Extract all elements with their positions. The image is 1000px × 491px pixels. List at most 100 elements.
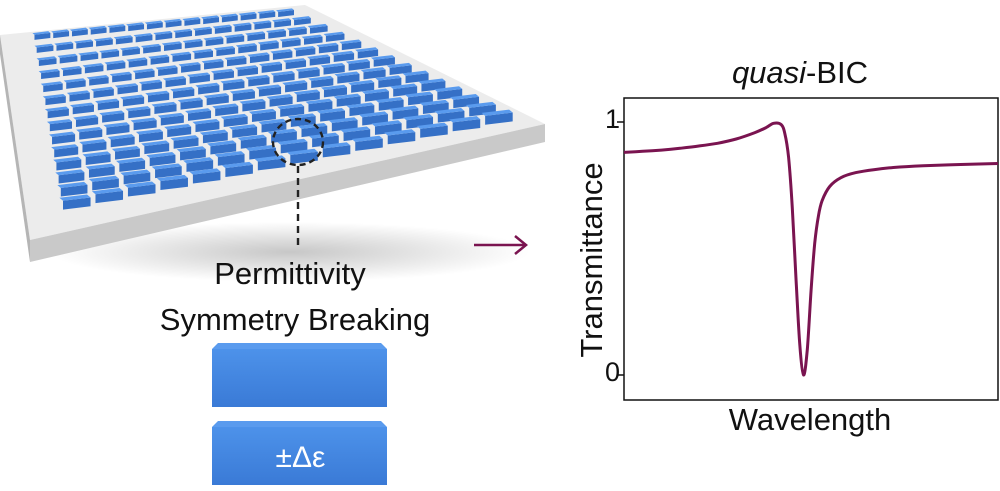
resonator-block (135, 129, 163, 143)
resonator-block (277, 103, 305, 117)
resonator-block (282, 80, 308, 93)
resonator-block (481, 109, 513, 125)
resonator-block (57, 53, 78, 64)
resonator-block (270, 70, 295, 83)
resonator-block (40, 81, 63, 93)
resonator-block (66, 90, 90, 102)
resonator-block (316, 107, 346, 122)
resonator-block (307, 54, 331, 66)
plot-frame (623, 97, 999, 401)
resonator-block (348, 80, 375, 93)
resonator-block (146, 151, 176, 167)
resonator-block (307, 23, 328, 34)
resonator-block (88, 175, 119, 191)
resonator-block (229, 88, 255, 101)
resonator-block (130, 117, 157, 131)
resonator-block (245, 144, 276, 160)
resonator-block (416, 122, 448, 138)
resonator-block (156, 174, 188, 191)
resonator-block (140, 43, 161, 54)
substrate-left-edge (0, 35, 30, 262)
resonator-block (320, 84, 347, 98)
resonator-block (138, 79, 162, 91)
resonator-block (107, 134, 135, 148)
plot-title-italic: quasi (731, 55, 807, 90)
y-tick-label-0: 0 (604, 357, 620, 387)
resonator-block (177, 97, 203, 110)
resonator-block (252, 20, 272, 30)
resonator-block (173, 28, 193, 39)
resonator-block (185, 108, 212, 121)
resonator-block (103, 122, 130, 135)
resonator-block (176, 146, 206, 161)
resonator-block (55, 169, 85, 184)
resonator-block (51, 29, 70, 39)
unit-cell-top-bar (212, 343, 387, 407)
resonator-block (238, 11, 257, 21)
transmittance-curve (623, 121, 999, 377)
resonator-block (319, 142, 351, 158)
resonator-block (257, 40, 279, 51)
resonator-block (386, 62, 412, 76)
resonator-block (32, 31, 51, 40)
resonator-block (91, 187, 124, 204)
resonator-block (235, 65, 258, 77)
resonator-block (125, 106, 151, 119)
resonator-block (256, 84, 282, 97)
resonator-block (345, 59, 370, 71)
resonator-block (201, 15, 220, 25)
resonator-block (360, 67, 386, 80)
resonator-block (164, 124, 192, 138)
resonator-block (212, 103, 239, 117)
resonator-block (82, 151, 111, 166)
resonator-block (182, 17, 201, 26)
resonator-block (192, 26, 212, 36)
resonator-block (85, 163, 115, 178)
resonator-block (291, 16, 311, 26)
resonator-block (151, 101, 177, 114)
resonator-block (99, 48, 120, 59)
x-axis-label: Wavelength (728, 402, 892, 437)
resonator-block (178, 62, 201, 73)
resonator-block (57, 181, 88, 197)
resonator-block (361, 88, 389, 102)
resonator-block (79, 139, 107, 153)
resonator-block (163, 18, 182, 28)
resonator-block (375, 75, 402, 89)
resonator-block (355, 47, 379, 59)
resonator-block (235, 43, 257, 54)
resonator-block (99, 110, 125, 123)
resonator-block (93, 37, 113, 47)
resonator-block (120, 46, 140, 57)
resonator-block (308, 75, 334, 89)
resonator-block (229, 124, 258, 138)
unit-cell-perturbed-bar (212, 421, 387, 485)
resonator-block (203, 36, 224, 47)
perturbation-label: ±Δε (275, 441, 326, 474)
resonator-block (220, 113, 248, 128)
resonator-block (182, 38, 203, 49)
resonator-block (73, 114, 99, 127)
resonator-block (162, 76, 186, 88)
unit-cell-highlight-circle (271, 117, 325, 167)
resonator-block (199, 129, 228, 144)
resonator-block (54, 41, 74, 51)
resonator-block (74, 39, 94, 49)
metasurface-resonator-array (32, 8, 513, 210)
resonator-block (63, 78, 86, 89)
resonator-block (195, 82, 220, 95)
resonator-block (214, 151, 245, 166)
y-axis-label: Transmittance (574, 162, 609, 358)
resonator-block (153, 31, 173, 41)
resonator-block (90, 86, 114, 98)
resonator-block (145, 90, 170, 103)
resonator-block (370, 55, 395, 67)
resonator-block (120, 94, 145, 107)
resonator-block (333, 93, 361, 107)
resonator-block (212, 24, 232, 34)
resonator-block (133, 33, 153, 43)
resonator-block (111, 145, 140, 160)
resonator-block (148, 54, 170, 65)
resonator-block (69, 27, 88, 37)
